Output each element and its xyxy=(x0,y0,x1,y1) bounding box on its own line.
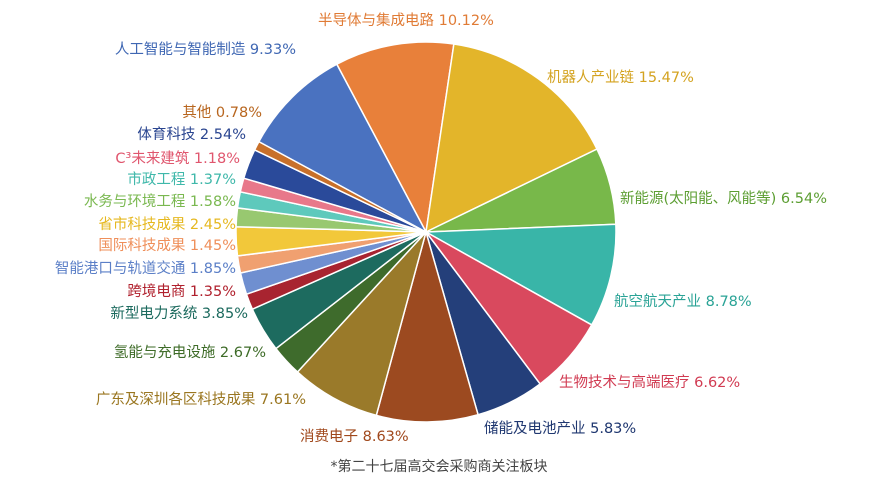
slice-label: 消费电子 8.63% xyxy=(300,428,409,445)
slice-label: 智能港口与轨道交通 1.85% xyxy=(55,259,236,277)
slice-label: 新型电力系统 3.85% xyxy=(110,305,248,322)
slice-label: 体育科技 2.54% xyxy=(137,126,246,143)
pie-slice xyxy=(425,43,598,234)
slice-label: 机器人产业链 15.47% xyxy=(547,69,694,86)
slice-label: 氢能与充电设施 2.67% xyxy=(114,344,266,361)
slice-label: 市政工程 1.37% xyxy=(127,171,236,188)
pie-slice xyxy=(257,63,428,234)
pie-slice xyxy=(335,41,455,235)
slice-label: 水务与环境工程 1.58% xyxy=(84,192,236,210)
slice-label: 国际科技成果 1.45% xyxy=(98,237,236,254)
slice-label: 航空航天产业 8.78% xyxy=(614,293,752,310)
slice-label: 生物技术与高端医疗 6.62% xyxy=(559,374,740,391)
slice-label: C³未来建筑 1.18% xyxy=(115,150,240,167)
pie-slice xyxy=(375,229,479,423)
pie-slice xyxy=(423,223,617,326)
slice-label: 跨境电商 1.35% xyxy=(127,282,236,300)
slice-label: 其他 0.78% xyxy=(182,104,262,121)
slice-label: 半导体与集成电路 10.12% xyxy=(318,12,494,29)
pie-chart: 半导体与集成电路 10.12% 机器人产业链 15.47% 新能源(太阳能、风能等)… xyxy=(55,12,827,445)
slice-label: 新能源(太阳能、风能等) 6.54% xyxy=(620,189,827,207)
slice-label: 省市科技成果 2.45% xyxy=(98,216,236,233)
chart-footnote: *第二十七届高交会采购商关注板块 xyxy=(330,459,548,475)
slice-label: 储能及电池产业 5.83% xyxy=(484,420,636,437)
slice-label: 广东及深圳各区科技成果 7.61% xyxy=(96,391,306,408)
slice-label: 人工智能与智能制造 9.33% xyxy=(115,41,296,58)
